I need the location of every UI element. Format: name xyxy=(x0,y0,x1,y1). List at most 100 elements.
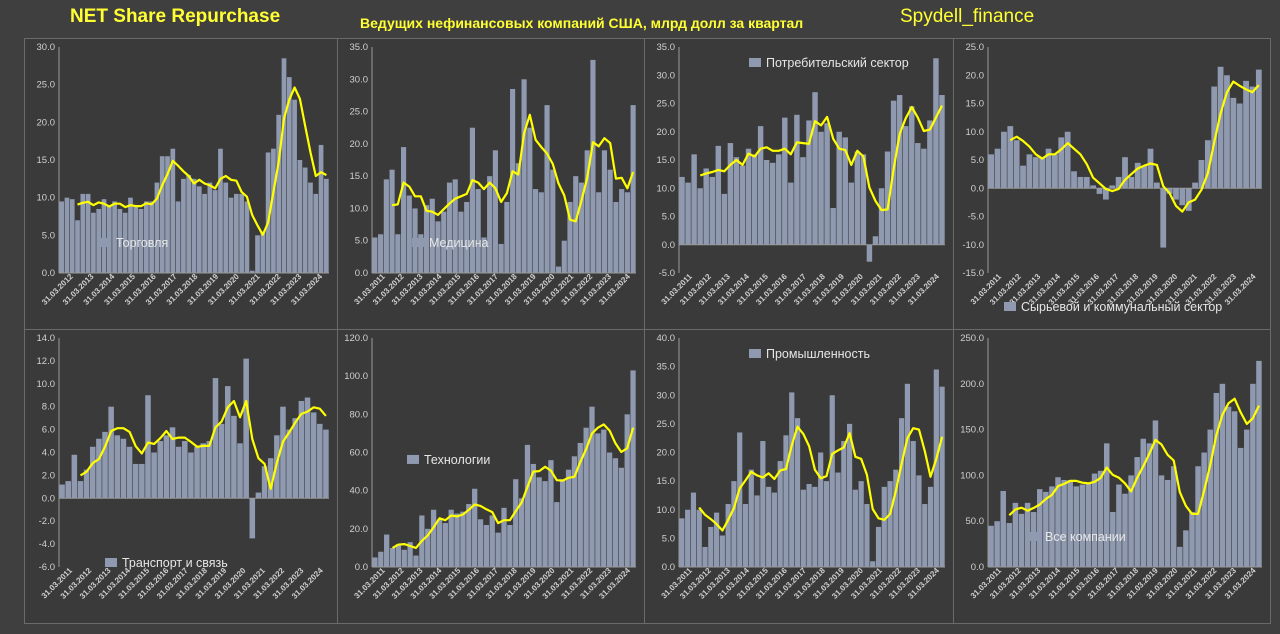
y-tick-label: 25.0 xyxy=(350,107,369,118)
y-tick-label: 0.0 xyxy=(42,493,55,504)
bar xyxy=(777,461,783,567)
bar xyxy=(1073,486,1080,567)
bar xyxy=(132,463,139,499)
bar xyxy=(157,441,164,499)
bar xyxy=(1134,162,1141,189)
bar xyxy=(916,475,922,567)
bar xyxy=(595,433,601,567)
bar xyxy=(1147,148,1154,189)
bar xyxy=(395,544,402,567)
chart-panel-industrials: 0.0 5.0 10.0 15.0 20.0 25.0 30.0 35.0 40.0 31.03.… xyxy=(644,329,954,624)
bar xyxy=(561,240,567,273)
bar xyxy=(731,481,737,567)
bar xyxy=(1116,484,1122,567)
bar xyxy=(590,59,596,274)
bar xyxy=(715,145,722,245)
bar xyxy=(766,486,772,567)
bar xyxy=(800,157,806,245)
bar xyxy=(697,188,703,245)
bar xyxy=(244,201,250,273)
bar xyxy=(823,481,830,567)
y-tick-label: 150.0 xyxy=(960,425,984,436)
bar xyxy=(1012,502,1019,567)
bar xyxy=(466,504,472,567)
bar xyxy=(228,197,234,273)
y-tick-label: 10.0 xyxy=(657,505,676,516)
bar xyxy=(487,176,493,273)
bar xyxy=(560,479,566,567)
bar xyxy=(128,197,133,273)
y-tick-label: 14.0 xyxy=(37,333,56,344)
bar xyxy=(812,92,818,245)
chart-panel-materials-utilities: -15.0 -10.0 -5.0 0.0 5.0 10.0 15.0 20.0 25.0 31.0… xyxy=(953,38,1271,330)
bar xyxy=(794,114,800,245)
bar xyxy=(271,148,276,273)
bar xyxy=(71,454,78,499)
bar xyxy=(596,192,602,273)
chart-svg: -15.0-10.0-5.00.05.010.015.020.025.031.0… xyxy=(962,42,1262,314)
bar xyxy=(186,175,192,273)
bar xyxy=(324,178,329,273)
bar xyxy=(933,369,939,567)
bar xyxy=(267,458,274,499)
bar xyxy=(818,131,824,245)
bar xyxy=(489,515,495,567)
bar xyxy=(896,95,903,245)
chart-svg: 0.05.010.015.020.025.030.035.040.031.03.… xyxy=(657,333,945,601)
y-tick-label: 60.0 xyxy=(350,448,369,459)
bar xyxy=(618,467,624,567)
bar xyxy=(234,193,239,273)
bar xyxy=(510,88,516,273)
bar xyxy=(231,415,237,499)
y-tick-label: 5.0 xyxy=(355,236,368,247)
bar xyxy=(725,504,731,567)
bar xyxy=(1160,188,1167,248)
bar xyxy=(578,182,585,273)
bar xyxy=(864,504,870,567)
bar xyxy=(475,189,481,273)
legend-swatch xyxy=(99,238,111,247)
bar xyxy=(818,452,824,567)
main-title: NET Share Repurchase xyxy=(70,6,281,27)
trend-line xyxy=(391,113,635,223)
bar xyxy=(223,182,229,273)
bar xyxy=(265,152,271,273)
bar xyxy=(418,234,424,273)
bar xyxy=(117,208,123,273)
chart-svg: -6.0-4.0-2.00.02.04.06.08.010.012.014.03… xyxy=(37,333,329,601)
bar xyxy=(237,443,243,499)
bar xyxy=(1039,157,1046,189)
bar xyxy=(630,105,636,273)
y-tick-label: 2.0 xyxy=(42,470,55,481)
bar xyxy=(464,201,470,273)
y-tick-label: 0.0 xyxy=(42,268,55,279)
bar xyxy=(939,386,945,567)
bar xyxy=(1198,160,1205,189)
bar xyxy=(122,212,128,273)
bar xyxy=(96,438,102,499)
bar xyxy=(852,489,858,567)
bar xyxy=(91,212,96,273)
bar xyxy=(544,105,550,273)
y-tick-label: 15.0 xyxy=(37,155,56,166)
y-tick-label: 15.0 xyxy=(350,171,369,182)
bar xyxy=(812,486,818,567)
bar xyxy=(1189,512,1195,567)
bar xyxy=(96,208,102,273)
legend-swatch xyxy=(749,58,761,67)
source-label: Spydell_finance xyxy=(900,6,1035,27)
bar xyxy=(436,519,443,567)
bar xyxy=(1158,475,1165,567)
bar xyxy=(1213,392,1220,567)
bar xyxy=(1091,473,1098,567)
y-tick-label: -4.0 xyxy=(39,539,55,550)
bar xyxy=(1067,479,1073,567)
bar xyxy=(452,179,458,273)
bar xyxy=(1052,154,1058,189)
chart-svg: 0.020.040.060.080.0100.0120.031.03.20113… xyxy=(344,333,636,601)
y-tick-label: 15.0 xyxy=(657,476,676,487)
chart-panel-healthcare: 0.0 5.0 10.0 15.0 20.0 25.0 30.0 35.0 31.03.2011… xyxy=(337,38,645,330)
chart-svg: 0.05.010.015.020.025.030.035.031.03.2011… xyxy=(350,42,636,307)
bar xyxy=(430,509,437,567)
bar xyxy=(760,441,766,567)
